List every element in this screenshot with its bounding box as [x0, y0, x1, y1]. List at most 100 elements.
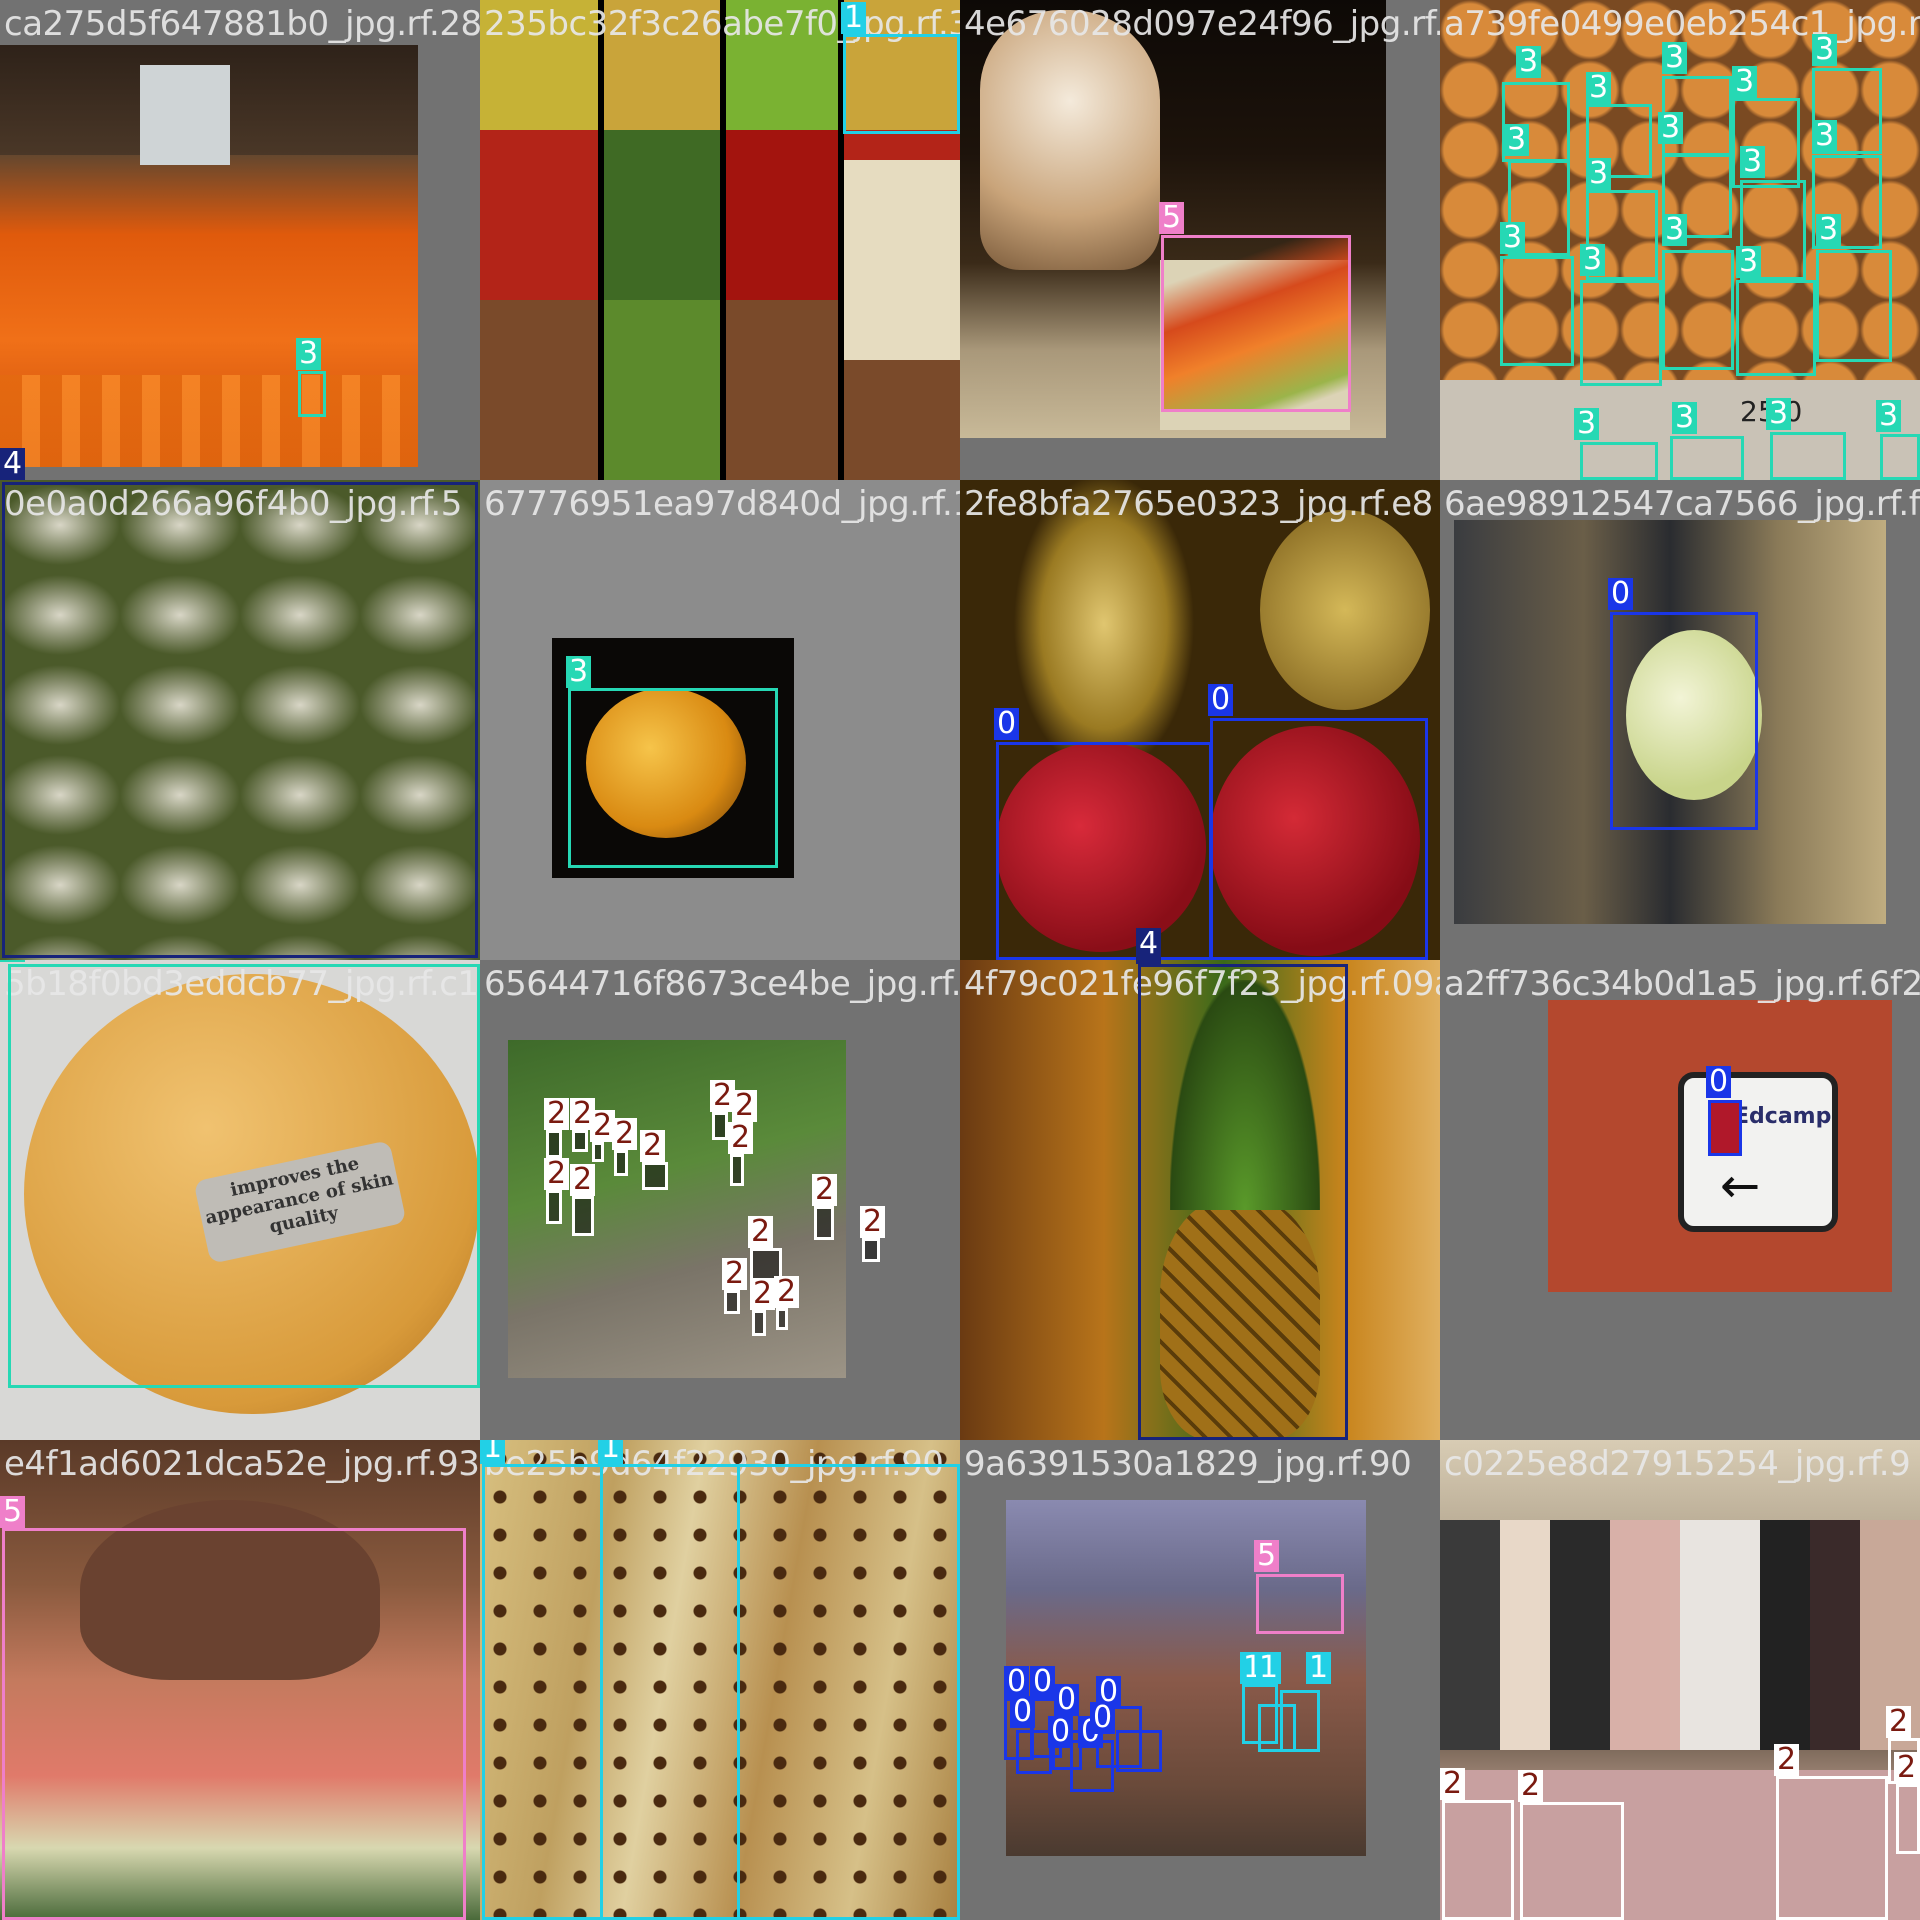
- bbox-label: 3: [1876, 400, 1902, 432]
- bbox-label: 2: [710, 1080, 736, 1112]
- bbox-label: 3: [1516, 46, 1542, 78]
- pineapple-photo: [960, 960, 1440, 1440]
- tile-filename: 9a6391530a1829_jpg.rf.90: [964, 1444, 1412, 1484]
- pineapple-skin-photo: [0, 480, 480, 960]
- tile-filename: a739fe0499e0eb254c1_jpg.rf.de: [1444, 4, 1920, 44]
- bbox: [712, 1112, 728, 1140]
- bbox-label: 0: [1608, 578, 1634, 610]
- bbox-label: 2: [1774, 1744, 1800, 1776]
- tile-filename: 4e676028d097e24f96_jpg.rf.af2: [964, 4, 1440, 44]
- bbox-label: 2: [774, 1276, 800, 1308]
- bbox-label: 4: [0, 448, 26, 480]
- bbox-label: 3: [1812, 120, 1838, 152]
- tile-filename: 67776951ea97d840d_jpg.rf.19b: [484, 484, 960, 524]
- bbox-label: 4: [1136, 928, 1162, 960]
- tile-filename: 2fe8bfa2765e0323_jpg.rf.e8: [964, 484, 1433, 524]
- bbox-label: 3: [0, 960, 26, 962]
- bbox-label: 3: [1766, 398, 1792, 430]
- orange-sticker-photo: improves the appearance of skin quality: [0, 960, 480, 1440]
- bbox-label: 3: [1658, 112, 1684, 144]
- bbox: [1161, 235, 1351, 412]
- bbox-label: 3: [1586, 72, 1612, 104]
- bbox-label: 3: [1732, 66, 1758, 98]
- bbox-label: 3: [1812, 34, 1838, 66]
- bbox: [1116, 1730, 1162, 1772]
- bbox-label: 3: [1740, 146, 1766, 178]
- bbox-label: 0: [1054, 1684, 1080, 1716]
- tile-7: 6ae98912547ca7566_jpg.rf.f6 0: [1440, 480, 1920, 960]
- bbox-label: 1: [1256, 1652, 1282, 1684]
- bbox-label: 3: [296, 338, 322, 370]
- tile-1: 235bc32f3c26abe7f0_jpg.rf.3b 1: [480, 0, 960, 480]
- bbox: [568, 688, 778, 868]
- bbox: [1520, 1802, 1624, 1920]
- tile-filename: a2ff736c34b0d1a5_jpg.rf.6f2: [1444, 964, 1920, 1004]
- bbox: [1256, 1574, 1344, 1634]
- bbox-label: 2: [1518, 1770, 1544, 1802]
- bbox-label: 2: [544, 1158, 570, 1190]
- bbox: [724, 1290, 740, 1314]
- bbox-label: 2: [590, 1110, 616, 1142]
- bbox: [546, 1190, 562, 1224]
- bbox-label: 2: [728, 1122, 754, 1154]
- bbox: [546, 1130, 562, 1158]
- bananas-photo: [480, 1440, 960, 1920]
- bbox-label: 0: [1010, 1696, 1036, 1728]
- tile-10: 4f79c021fe96f7f23_jpg.rf.09a 4: [960, 960, 1440, 1440]
- bbox-label: 3: [1662, 42, 1688, 74]
- bbox-label: 5: [0, 1496, 26, 1528]
- bbox-label: 3: [1816, 214, 1842, 246]
- bbox: [8, 964, 480, 1388]
- tile-14: 9a6391530a1829_jpg.rf.90 5 1 1 1 0 0 0 0…: [960, 1440, 1440, 1920]
- bbox-label: 2: [732, 1090, 758, 1122]
- tile-filename: 5b18f0bd3eddcb77_jpg.rf.c1: [4, 964, 479, 1004]
- bbox-label: 0: [994, 708, 1020, 740]
- bbox: [298, 371, 326, 417]
- green-apple-photo: [1454, 520, 1886, 924]
- bbox-label: 2: [812, 1174, 838, 1206]
- bbox: [1776, 1776, 1888, 1920]
- tile-filename: c0225e8d27915254_jpg.rf.9: [1444, 1444, 1911, 1484]
- tile-12: e4f1ad6021dca52e_jpg.rf.93 5: [0, 1440, 480, 1920]
- bbox-label: 0: [1208, 684, 1234, 716]
- bbox: [752, 1310, 766, 1336]
- bbox: [1258, 1704, 1296, 1752]
- tile-6: 2fe8bfa2765e0323_jpg.rf.e8 0 0 4: [960, 480, 1440, 960]
- bbox-label: 4: [1136, 960, 1162, 964]
- bbox-label: 3: [1500, 222, 1526, 254]
- bbox: [1896, 1784, 1920, 1854]
- bbox-label: 2: [722, 1258, 748, 1290]
- tile-5: 67776951ea97d840d_jpg.rf.19b 3: [480, 480, 960, 960]
- sign-text: Edcamp: [1734, 1104, 1832, 1129]
- tile-4: 0e0a0d266a96f4b0_jpg.rf.5: [0, 480, 480, 960]
- tile-11: Edcamp ← a2ff736c34b0d1a5_jpg.rf.6f2 0: [1440, 960, 1920, 1440]
- tile-filename: 6ae98912547ca7566_jpg.rf.f6: [1444, 484, 1920, 524]
- bbox-label: 2: [1894, 1752, 1920, 1784]
- bbox-label: 3: [1672, 402, 1698, 434]
- tile-filename: 65644716f8673ce4be_jpg.rf.ce: [484, 964, 960, 1004]
- bbox: [862, 1238, 880, 1262]
- bbox-label: 5: [1254, 1540, 1280, 1572]
- bbox: [1708, 1100, 1742, 1156]
- bbox-label: 1: [1306, 1652, 1332, 1684]
- bbox-label: 2: [570, 1164, 596, 1196]
- bbox-label: 1: [841, 2, 867, 34]
- bbox-label: 2: [1440, 1768, 1466, 1800]
- vineyard-photo: [508, 1040, 846, 1378]
- bbox-label: 2: [640, 1130, 666, 1162]
- bbox-label: 0: [1048, 1716, 1074, 1748]
- bbox: [843, 34, 960, 134]
- tile-filename: e4f1ad6021dca52e_jpg.rf.93: [4, 1444, 480, 1484]
- produce-stall-photo: [480, 0, 960, 480]
- bbox: [642, 1162, 668, 1190]
- bbox: [776, 1308, 788, 1330]
- bbox: [572, 1130, 588, 1152]
- bbox-label: 2: [748, 1216, 774, 1248]
- bbox: [600, 1464, 960, 1920]
- tile-8: improves the appearance of skin quality …: [0, 960, 480, 1440]
- bbox-label: 3: [1574, 408, 1600, 440]
- bbox-label: 0: [1030, 1666, 1056, 1698]
- bbox-label: 3: [1736, 246, 1762, 278]
- tile-0: ca275d5f647881b0_jpg.rf.28 3 4: [0, 0, 480, 480]
- bbox-label: 2: [612, 1118, 638, 1150]
